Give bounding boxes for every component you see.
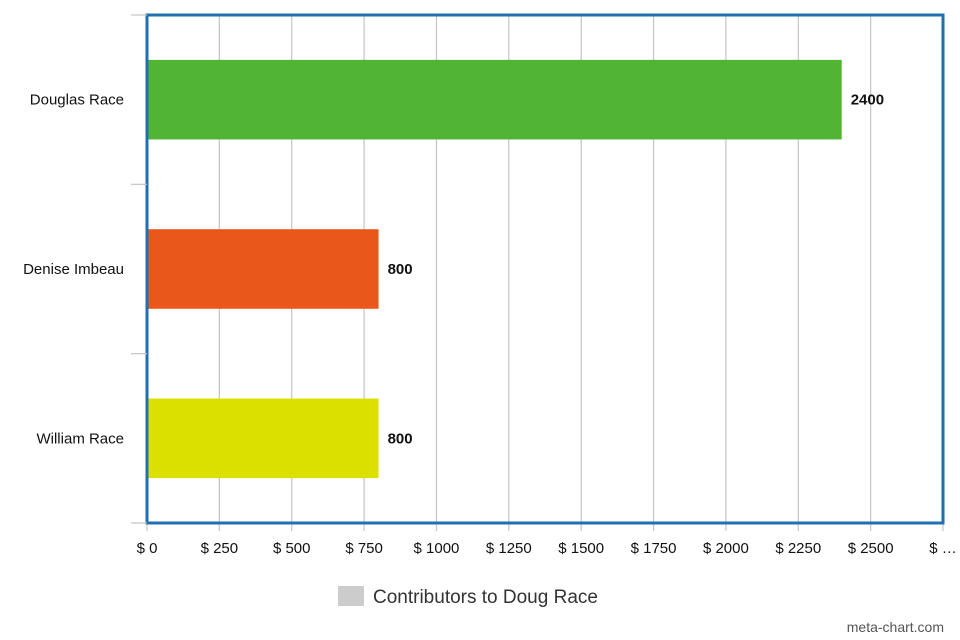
category-label: William Race [36,430,124,447]
category-label: Douglas Race [30,92,124,109]
y-axis-ticks [131,14,147,524]
legend[interactable]: Contributors to Doug Race [338,586,598,608]
legend-label: Contributors to Doug Race [373,587,598,608]
x-axis-ticks: $ 0 $ 250 $ 500 $ 750 $ 1000 $ 1250 $ 1500 $ 17… [137,523,957,557]
x-tick-label: $ 2500 [848,540,894,557]
category-labels: Douglas Race Denise Imbeau William Race [23,92,124,448]
plot-frame [145,13,945,525]
bar[interactable] [148,229,379,309]
x-tick-label: $ 1250 [486,540,532,557]
credit-text: meta-chart.com [847,619,944,635]
x-tick-label: $ 0 [137,540,158,557]
bar-value-label: 800 [388,430,413,447]
x-tick-label: $ … [929,540,957,557]
bar-value-label: 800 [388,261,413,278]
x-tick-label: $ 2250 [775,540,821,557]
x-tick-label: $ 1000 [414,540,460,557]
legend-swatch [338,586,364,606]
x-tick-label: $ 250 [201,540,239,557]
x-tick-label: $ 1750 [631,540,677,557]
x-tick-label: $ 2000 [703,540,749,557]
x-tick-label: $ 500 [273,540,311,557]
x-tick-label: $ 750 [345,540,383,557]
category-label: Denise Imbeau [23,261,124,278]
bar[interactable] [148,59,842,140]
bar[interactable] [148,398,379,479]
bar-value-label: 2400 [851,92,884,109]
data-labels: 2400 800 800 [388,92,885,448]
bar-series [148,59,842,479]
x-tick-label: $ 1500 [558,540,604,557]
